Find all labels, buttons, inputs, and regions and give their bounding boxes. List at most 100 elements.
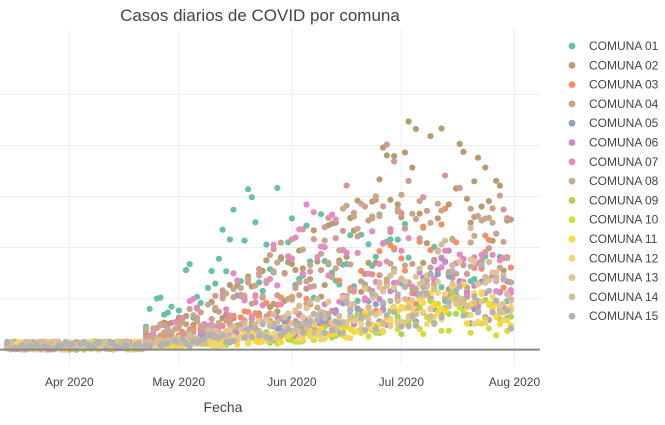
- point-8-108: [398, 191, 405, 198]
- point-15-80: [343, 298, 350, 305]
- point-11-99: [434, 309, 441, 316]
- point-13-92: [361, 285, 368, 292]
- legend-label: COMUNA 08: [589, 174, 659, 188]
- legend-item-2[interactable]: COMUNA 02: [568, 58, 659, 72]
- legend-item-1[interactable]: COMUNA 01: [568, 39, 659, 53]
- point-1-47: [208, 268, 215, 275]
- point-8-85: [314, 304, 321, 311]
- point-15-10: [44, 343, 51, 350]
- point-15-114: [493, 297, 500, 304]
- point-4-68: [252, 299, 259, 306]
- legend-marker: [568, 274, 576, 281]
- point-15-117: [507, 325, 514, 332]
- point-12-105: [474, 318, 482, 325]
- point-4-104: [383, 141, 390, 148]
- legend-item-15[interactable]: COMUNA 15: [568, 309, 659, 323]
- point-13-101: [398, 318, 405, 325]
- point-14-104: [420, 278, 427, 285]
- point-15-101: [431, 319, 438, 327]
- point-14-100: [401, 296, 409, 303]
- point-3-129: [507, 264, 514, 271]
- point-2-71: [263, 257, 270, 264]
- point-8-93: [343, 202, 350, 209]
- point-7-91: [369, 228, 376, 235]
- point-14-58: [230, 323, 237, 330]
- point-2-78: [288, 260, 295, 268]
- point-14-108: [434, 248, 441, 255]
- legend-item-9[interactable]: COMUNA 09: [568, 193, 659, 207]
- legend-item-14[interactable]: COMUNA 14: [568, 290, 659, 304]
- x-tick-label-1: May 2020: [152, 375, 205, 389]
- point-7-52: [215, 324, 222, 331]
- point-12-84: [380, 327, 387, 334]
- point-3-105: [401, 267, 409, 274]
- point-13-118: [478, 298, 485, 305]
- point-15-59: [259, 321, 266, 328]
- point-4-115: [423, 207, 430, 214]
- point-1-42: [186, 261, 193, 268]
- point-4-56: [208, 315, 215, 323]
- point-4-110: [405, 177, 412, 185]
- legend-item-10[interactable]: COMUNA 10: [568, 213, 659, 227]
- point-7-85: [343, 249, 350, 256]
- legend-marker: [568, 81, 576, 88]
- point-13-76: [303, 305, 310, 312]
- point-5-100: [434, 271, 441, 278]
- point-2-118: [434, 215, 441, 222]
- point-1-69: [288, 215, 295, 222]
- point-4-94: [347, 261, 354, 268]
- point-3-63: [245, 308, 252, 315]
- legend-item-12[interactable]: COMUNA 12: [568, 251, 659, 265]
- point-7-76: [310, 209, 317, 216]
- legend-marker: [568, 139, 576, 146]
- point-15-81: [347, 307, 354, 315]
- scatter-points: [4, 118, 514, 353]
- point-11-111: [493, 313, 500, 320]
- point-12-68: [299, 334, 306, 341]
- point-1-34: [146, 305, 153, 312]
- point-8-101: [372, 193, 379, 200]
- point-15-23: [102, 345, 109, 352]
- point-1-65: [274, 184, 281, 191]
- point-7-82: [332, 216, 339, 223]
- point-11-105: [463, 320, 471, 327]
- point-1-61: [259, 287, 266, 295]
- legend-item-11[interactable]: COMUNA 11: [568, 232, 658, 246]
- legend-item-7[interactable]: COMUNA 07: [568, 155, 659, 169]
- legend-item-8[interactable]: COMUNA 08: [568, 174, 659, 188]
- point-11-112: [496, 321, 503, 328]
- point-3-102: [391, 245, 398, 252]
- point-15-113: [489, 309, 496, 316]
- point-13-99: [391, 284, 398, 291]
- legend-item-6[interactable]: COMUNA 06: [568, 136, 659, 150]
- point-8-68: [252, 282, 259, 289]
- point-14-126: [504, 291, 511, 298]
- legend-item-5[interactable]: COMUNA 05: [568, 116, 659, 130]
- legend-item-4[interactable]: COMUNA 04: [568, 97, 659, 111]
- point-15-97: [416, 290, 423, 297]
- point-14-75: [303, 325, 310, 332]
- point-14-94: [380, 319, 387, 326]
- point-2-124: [456, 140, 463, 147]
- point-6-98: [431, 258, 438, 265]
- point-8-56: [208, 322, 215, 329]
- point-2-87: [321, 282, 328, 289]
- point-15-90: [391, 309, 398, 316]
- legend-item-13[interactable]: COMUNA 13: [568, 271, 659, 285]
- point-15-41: [186, 342, 193, 349]
- point-13-65: [263, 316, 270, 323]
- point-8-69: [256, 270, 263, 277]
- point-14-117: [467, 224, 474, 232]
- legend-item-3[interactable]: COMUNA 03: [568, 78, 659, 92]
- point-3-123: [482, 232, 489, 239]
- point-4-106: [391, 158, 398, 165]
- point-12-93: [420, 308, 427, 315]
- point-4-50: [186, 305, 193, 313]
- point-3-109: [420, 223, 427, 230]
- point-8-50: [186, 327, 193, 334]
- point-8-53: [197, 322, 204, 329]
- point-7-111: [442, 247, 449, 254]
- point-10-79: [365, 333, 372, 340]
- legend[interactable]: COMUNA 01 COMUNA 02 COMUNA 03 COMUNA 04 COMU…: [568, 39, 659, 323]
- point-14-124: [496, 309, 503, 316]
